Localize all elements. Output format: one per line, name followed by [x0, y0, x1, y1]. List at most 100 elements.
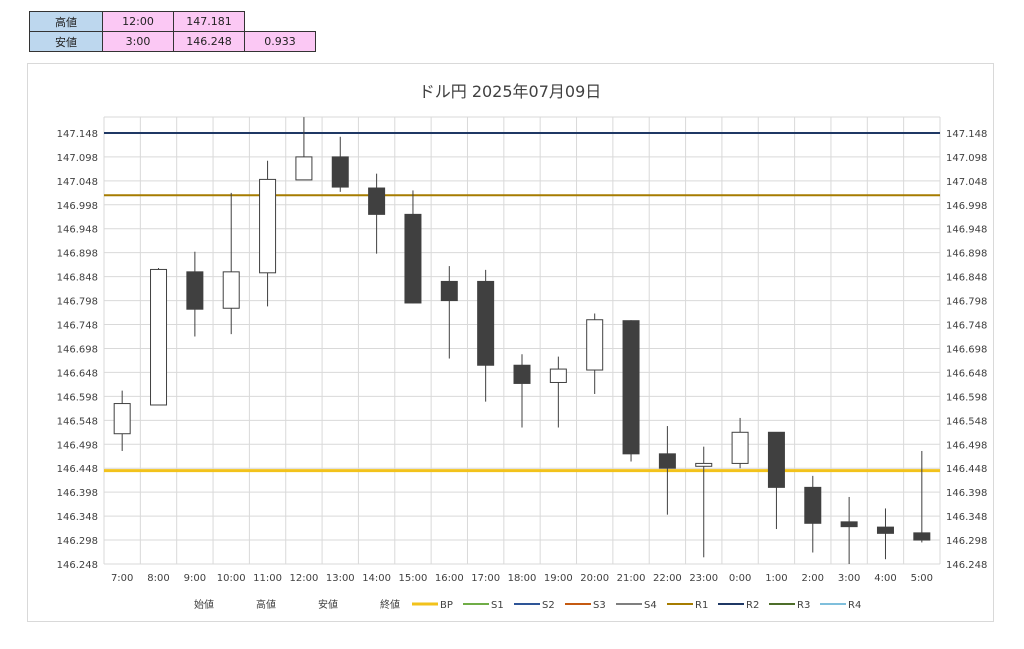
candle-body	[440, 280, 458, 302]
chart-area: ドル円 2025年07月09日 146.248 146.298 146.348 146…	[27, 63, 994, 622]
candle-body	[295, 156, 313, 181]
y-tick-label-left: 147.048	[57, 177, 98, 188]
legend-label-r4: R4	[848, 600, 861, 611]
x-tick-label: 3:00	[838, 573, 860, 584]
candle-body	[222, 271, 240, 309]
y-tick-label-right: 146.648	[946, 368, 987, 379]
y-tick-label-right: 146.698	[946, 344, 987, 355]
candle	[186, 251, 204, 337]
legend: 始値 高値 安値 終値 BP S1 S2 S3 S4 R1 R2 R3 R4	[194, 598, 861, 611]
candle	[113, 390, 131, 451]
candle-body	[150, 268, 168, 406]
low-value: 146.248	[173, 31, 245, 52]
candle-body	[804, 486, 822, 524]
y-tick-label-right: 146.848	[946, 273, 987, 284]
y-axis-left: 146.248 146.298 146.348 146.398 146.448 146.4…	[57, 129, 98, 571]
candle	[513, 354, 531, 428]
legend-entry: 安値	[318, 598, 338, 611]
y-tick-label-left: 146.398	[57, 488, 98, 499]
legend-label-bp: BP	[440, 600, 453, 611]
chart-title: ドル円 2025年07月09日	[419, 82, 602, 101]
y-tick-label-right: 146.748	[946, 321, 987, 332]
y-tick-label-right: 147.148	[946, 129, 987, 140]
candle	[440, 266, 458, 359]
x-tick-label: 23:00	[689, 573, 718, 584]
y-tick-label-right: 146.998	[946, 201, 987, 212]
y-tick-label-right: 146.598	[946, 392, 987, 403]
candle-body	[731, 431, 749, 464]
candle	[150, 268, 168, 406]
legend-entry: 高値	[256, 598, 276, 611]
x-tick-label: 19:00	[544, 573, 573, 584]
candle-body	[586, 319, 604, 371]
legend-label-s4: S4	[644, 600, 657, 611]
candle	[876, 508, 894, 560]
legend-entry: 始値	[194, 598, 214, 611]
y-tick-label-left: 146.698	[57, 344, 98, 355]
x-axis: 7:00 8:00 9:00 10:00 11:00 12:00 13:00 14:00 15:…	[111, 573, 933, 584]
candle-body	[658, 453, 676, 469]
x-tick-label: 15:00	[399, 573, 428, 584]
candle-body	[331, 156, 349, 188]
candle	[658, 426, 676, 515]
y-tick-label-left: 146.848	[57, 273, 98, 284]
x-tick-label: 14:00	[362, 573, 391, 584]
candle	[586, 313, 604, 394]
candlestick-chart: ドル円 2025年07月09日 146.248 146.298 146.348 146…	[57, 82, 988, 611]
high-row: 高値 12:00 147.181	[29, 11, 316, 32]
y-tick-label-left: 146.498	[57, 440, 98, 451]
low-row: 安値 3:00 146.248 0.933	[29, 31, 316, 52]
y-tick-label-left: 146.298	[57, 536, 98, 547]
reference-lines	[104, 131, 940, 473]
high-range-empty	[245, 12, 316, 32]
candle	[549, 356, 567, 428]
x-tick-label: 21:00	[617, 573, 646, 584]
grid-lines	[103, 116, 941, 565]
x-tick-label: 5:00	[911, 573, 933, 584]
y-tick-label-right: 146.348	[946, 512, 987, 523]
x-tick-label: 17:00	[471, 573, 500, 584]
candle-body	[513, 364, 531, 384]
candle-body	[695, 462, 713, 467]
x-tick-label: 13:00	[326, 573, 355, 584]
y-tick-label-left: 146.548	[57, 416, 98, 427]
y-tick-label-left: 146.448	[57, 464, 98, 475]
y-tick-label-right: 146.898	[946, 249, 987, 260]
candle	[259, 160, 277, 307]
y-tick-label-left: 146.598	[57, 392, 98, 403]
candle-body	[186, 271, 204, 310]
high-value: 147.181	[173, 11, 245, 32]
range-value: 0.933	[244, 31, 316, 52]
x-tick-label: 10:00	[217, 573, 246, 584]
candle	[695, 446, 713, 558]
legend-label-r1: R1	[695, 600, 708, 611]
x-tick-label: 12:00	[289, 573, 318, 584]
x-tick-label: 8:00	[147, 573, 169, 584]
candle-body	[622, 320, 640, 455]
candle-body	[840, 521, 858, 528]
legend-label-r3: R3	[797, 600, 810, 611]
candle-body	[549, 368, 567, 383]
y-tick-label-left: 146.948	[57, 225, 98, 236]
y-tick-label-left: 147.098	[57, 153, 98, 164]
y-tick-label-right: 146.548	[946, 416, 987, 427]
y-axis-right: 146.248 146.298 146.348 146.398 146.448 146.4…	[946, 129, 987, 571]
candle	[913, 450, 931, 543]
candle	[767, 431, 785, 530]
candle-body	[259, 178, 277, 274]
y-tick-label-left: 146.998	[57, 201, 98, 212]
legend-label-r2: R2	[746, 600, 759, 611]
candle-body	[876, 526, 894, 534]
x-tick-label: 0:00	[729, 573, 751, 584]
candles	[113, 117, 931, 564]
y-tick-label-right: 146.398	[946, 488, 987, 499]
x-tick-label: 9:00	[184, 573, 206, 584]
candle	[804, 475, 822, 553]
legend-label-s3: S3	[593, 600, 606, 611]
candle	[368, 173, 386, 254]
y-tick-label-left: 146.248	[57, 560, 98, 571]
y-tick-label-right: 146.248	[946, 560, 987, 571]
candle-body	[368, 187, 386, 215]
candle-body	[913, 532, 931, 541]
candle	[295, 117, 313, 181]
